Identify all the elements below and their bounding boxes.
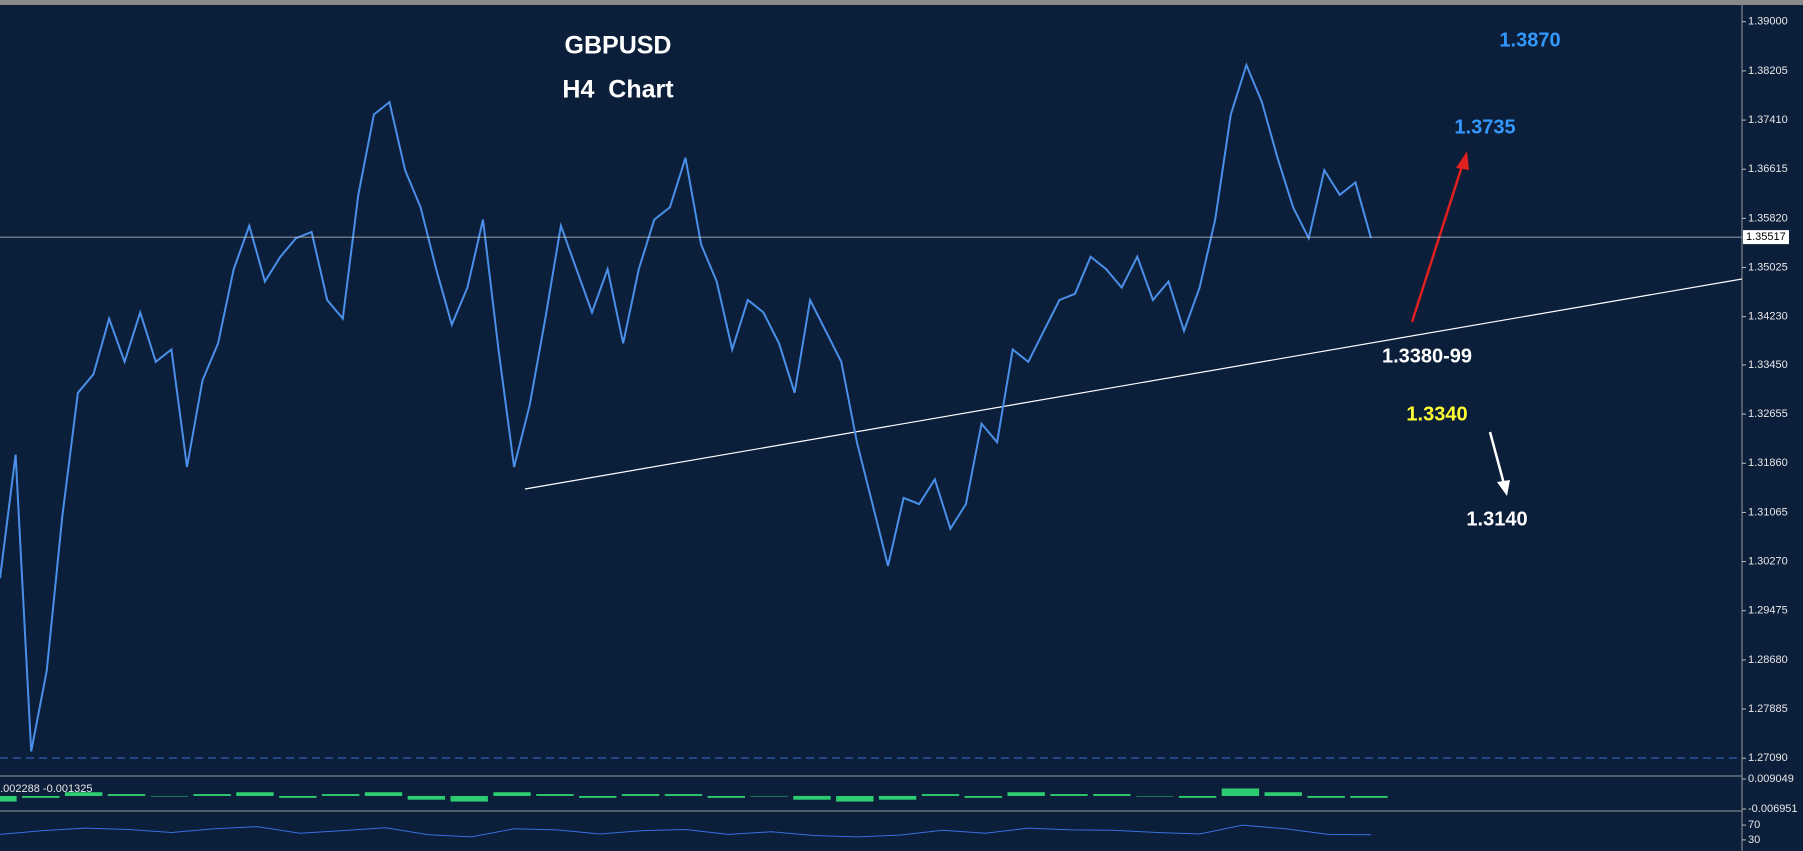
macd-bar [1050, 794, 1088, 796]
macd-bar [1093, 794, 1131, 796]
macd-bar [407, 795, 446, 800]
y-tick-label: 1.27885 [1748, 703, 1788, 715]
macd-bar [0, 795, 17, 802]
macd-bar [193, 794, 231, 796]
y-tick-label: 1.38205 [1748, 65, 1788, 77]
level-annotation: 1.3735 [1454, 116, 1515, 138]
arrow-up [1410, 162, 1465, 323]
macd-bar [750, 795, 788, 797]
macd-bar [579, 795, 617, 798]
macd-bar [1350, 795, 1388, 798]
last-price-box [1743, 230, 1789, 245]
y-tick-label: 30 [1748, 834, 1760, 846]
macd-bar [279, 795, 317, 798]
macd-bar [493, 792, 531, 796]
macd-bar [450, 795, 488, 802]
y-tick-label: 70 [1748, 819, 1760, 831]
macd-bar [1221, 788, 1260, 796]
y-tick-label: 1.29475 [1748, 605, 1788, 617]
macd-bar [150, 795, 188, 797]
macd-bar [964, 795, 1003, 798]
macd-bar [707, 795, 745, 798]
macd-bar [1307, 795, 1345, 798]
y-tick-label: 1.37410 [1748, 114, 1788, 126]
macd-bar [1136, 795, 1174, 797]
chart-title: GBPUSD [565, 32, 672, 60]
y-tick-label: 1.33450 [1748, 359, 1788, 371]
macd-bar [1007, 792, 1045, 796]
price-line [0, 824, 1372, 838]
top-border [0, 0, 1803, 5]
macd-bar [107, 794, 146, 796]
macd-label: 0.002288 -0.001325 [0, 783, 92, 795]
y-tick-label: 1.39000 [1748, 16, 1788, 28]
macd-bar [364, 792, 403, 796]
level-annotation: 1.3380-99 [1382, 345, 1472, 367]
macd-bar [536, 794, 574, 796]
level-annotation: 1.3140 [1466, 508, 1527, 530]
level-annotation: 1.3870 [1499, 29, 1560, 51]
macd-bar [321, 794, 360, 796]
macd-bar [921, 794, 960, 796]
arrow-down [1488, 431, 1506, 485]
trendline [524, 278, 1743, 490]
macd-bar [664, 794, 703, 796]
y-tick-label: 1.35025 [1748, 261, 1788, 273]
macd-bar [836, 795, 874, 802]
macd-bar [236, 792, 274, 796]
macd-bar [793, 795, 831, 800]
y-tick-label: 0.009049 [1748, 773, 1794, 785]
y-tick-label: 1.30270 [1748, 555, 1788, 567]
y-tick-label: -0.006951 [1748, 803, 1798, 815]
macd-bar [1264, 792, 1302, 796]
macd-bar [878, 795, 917, 800]
macd-bar [621, 794, 660, 796]
y-tick-label: 1.28680 [1748, 654, 1788, 666]
macd-bar [1178, 795, 1217, 798]
chart-subtitle: H4 Chart [562, 76, 674, 104]
y-tick-label: 1.27090 [1748, 752, 1788, 764]
arrow-down-head [1497, 480, 1510, 496]
y-tick-label: 1.31860 [1748, 457, 1788, 469]
y-tick-label: 1.34230 [1748, 311, 1788, 323]
y-tick-label: 1.32655 [1748, 408, 1788, 420]
y-tick-label: 1.31065 [1748, 506, 1788, 518]
price-line [0, 62, 1372, 752]
y-tick-label: 1.36615 [1748, 163, 1788, 175]
level-annotation: 1.3340 [1406, 403, 1467, 425]
macd-bar [22, 795, 60, 798]
macd-bar [64, 792, 103, 796]
y-tick-label: 1.35820 [1748, 212, 1788, 224]
last-price-label: 1.35517 [1746, 231, 1786, 243]
arrow-up-head [1456, 151, 1469, 170]
